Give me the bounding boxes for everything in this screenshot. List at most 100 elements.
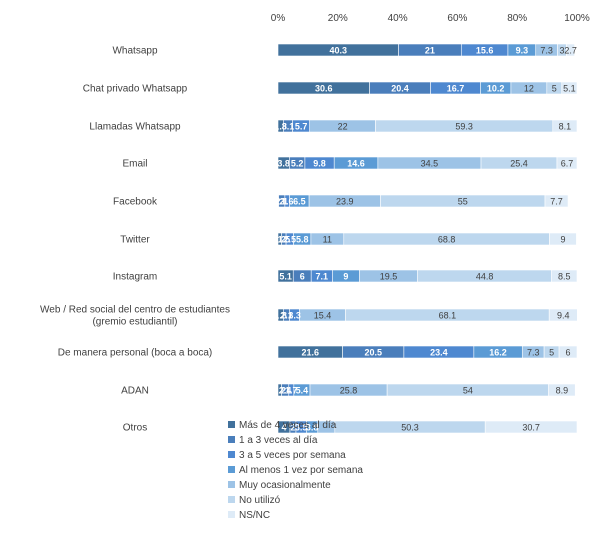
legend-swatch: [228, 481, 235, 488]
x-tick-label: 80%: [507, 13, 527, 24]
data-label: 23.9: [336, 197, 354, 207]
bar-segments: [277, 43, 578, 434]
legend-swatch: [228, 466, 235, 473]
data-label: 9: [343, 272, 348, 282]
data-label: 3.8: [306, 423, 319, 433]
data-label: 2: [290, 423, 295, 433]
category-label: Chat privado Whatsapp: [83, 84, 188, 95]
bar-segment: [558, 345, 578, 359]
x-tick-label: 0%: [271, 13, 286, 24]
legend: Más de 4 veces al día 1 a 3 veces al día 3…: [228, 420, 363, 521]
x-tick-label: 100%: [564, 13, 590, 24]
data-label: 68.8: [438, 235, 456, 245]
data-label: 40.3: [329, 46, 347, 56]
data-label: 16.2: [489, 348, 507, 358]
data-label: 15.4: [314, 311, 332, 321]
data-label: 59.3: [455, 122, 473, 132]
category-label: De manera personal (boca a boca): [58, 348, 213, 359]
category-label: Web / Red social del centro de estudiant…: [40, 305, 230, 328]
data-label: 20.4: [391, 84, 409, 94]
legend-label: Al menos 1 vez por semana: [239, 465, 363, 476]
legend-swatch: [228, 436, 235, 443]
data-label: 30.7: [522, 423, 540, 433]
category-label: Llamadas Whatsapp: [89, 122, 181, 133]
legend-swatch: [228, 511, 235, 518]
data-label: 5.1: [563, 84, 576, 94]
data-label: 7.1: [316, 272, 329, 282]
data-label: 9.8: [313, 159, 326, 169]
data-label: 3.1: [282, 122, 295, 132]
data-label: 25.4: [510, 159, 528, 169]
data-label: 1.2: [274, 235, 287, 245]
data-label: 50.3: [401, 423, 419, 433]
data-labels: 40.3 21 15.6 9.3 7.3 3 2.730.6 20.4 16.7 10.2 12 5 5…: [272, 46, 577, 433]
data-label: 14.6: [347, 159, 365, 169]
data-label: 20.5: [364, 348, 382, 358]
data-label: 5.1: [279, 272, 292, 282]
x-axis-tick-labels: 0% 20% 40% 60% 80% 100%: [271, 13, 590, 24]
bar-segment: [548, 308, 578, 322]
data-label: 1.7: [285, 386, 298, 396]
data-label: 23.4: [430, 348, 448, 358]
data-label: 5: [549, 348, 554, 358]
data-label: 34.5: [421, 159, 439, 169]
bar-segment: [552, 119, 578, 133]
bar-segment: [548, 383, 576, 397]
bar-segment: [566, 43, 575, 57]
data-label: 2.1: [275, 197, 288, 207]
category-labels: Whatsapp Chat privado Whatsapp Llamadas Wh…: [40, 46, 230, 434]
data-label: 54: [463, 386, 473, 396]
data-label: 2.7: [564, 46, 577, 56]
data-label: 15.6: [476, 46, 494, 56]
category-label: Instagram: [113, 272, 157, 283]
category-label: Otros: [123, 423, 147, 434]
category-label: Email: [122, 159, 147, 170]
data-label: 6: [566, 348, 571, 358]
data-label: 1.6: [281, 197, 294, 207]
data-label: 3: [560, 46, 565, 56]
data-label: 21: [425, 46, 435, 56]
data-label: 16.7: [447, 84, 465, 94]
x-tick-label: 20%: [328, 13, 348, 24]
data-label: 6: [300, 272, 305, 282]
data-label: 7.7: [550, 197, 563, 207]
data-label: 8.9: [556, 386, 569, 396]
bar-segment: [544, 194, 569, 208]
legend-swatch: [228, 451, 235, 458]
data-label: 4: [281, 423, 286, 433]
data-label: 6.5: [293, 197, 306, 207]
data-label: 2.4: [279, 386, 292, 396]
legend-label: 1 a 3 veces al día: [239, 435, 318, 446]
data-label: 5.4: [296, 386, 309, 396]
data-label: 1.2: [274, 386, 287, 396]
data-label: 11: [323, 235, 332, 245]
data-label: 25.8: [340, 386, 358, 396]
category-label: ADAN: [121, 386, 149, 397]
bar-segment: [556, 156, 578, 170]
data-label: 1.8: [274, 311, 287, 321]
x-tick-label: 60%: [447, 13, 467, 24]
legend-label: Muy ocasionalmente: [239, 480, 331, 491]
data-label: 55: [458, 197, 468, 207]
category-label: Facebook: [113, 197, 158, 208]
data-label: 1.8: [274, 122, 287, 132]
data-label: 9: [560, 235, 565, 245]
data-label: 30.6: [315, 84, 333, 94]
data-label: 8.1: [559, 122, 572, 132]
legend-swatch: [228, 421, 235, 428]
data-label: 44.8: [476, 272, 494, 282]
data-label: 9.4: [557, 311, 570, 321]
data-label: 22: [338, 122, 348, 132]
data-label: 5: [552, 84, 557, 94]
legend-swatch: [228, 496, 235, 503]
data-label: 8.5: [558, 272, 571, 282]
bar-segment: [561, 81, 578, 95]
data-label: 5.8: [296, 235, 309, 245]
data-label: 0.2: [272, 197, 285, 207]
data-label: 21.6: [302, 348, 320, 358]
data-label: 5.2: [291, 159, 304, 169]
category-label: Whatsapp: [112, 46, 157, 57]
data-label: 3.8: [277, 159, 290, 169]
data-label: 6.7: [561, 159, 574, 169]
